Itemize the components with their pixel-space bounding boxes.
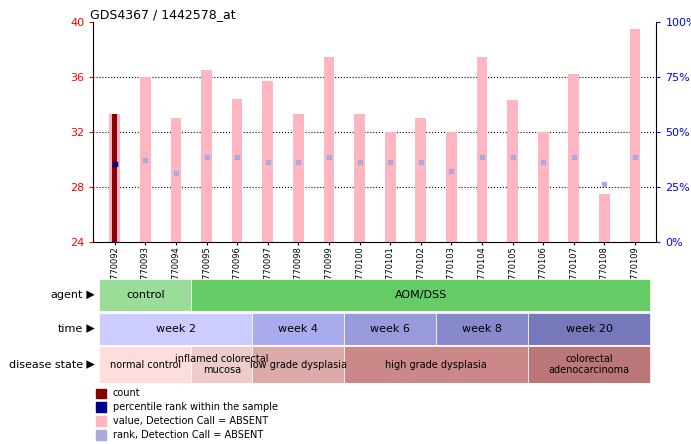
Polygon shape <box>86 360 95 369</box>
Bar <box>171 119 181 242</box>
Bar <box>538 132 549 242</box>
Bar <box>252 313 344 345</box>
Text: control: control <box>126 290 164 300</box>
Bar <box>344 313 436 345</box>
Bar <box>323 56 334 242</box>
Text: AOM/DSS: AOM/DSS <box>395 290 447 300</box>
Bar <box>293 114 304 242</box>
Text: high grade dysplasia: high grade dysplasia <box>385 360 487 369</box>
Text: week 8: week 8 <box>462 324 502 333</box>
Bar <box>599 194 609 242</box>
Polygon shape <box>86 324 95 333</box>
Bar <box>446 132 457 242</box>
Text: week 6: week 6 <box>370 324 410 333</box>
Text: percentile rank within the sample: percentile rank within the sample <box>113 402 278 412</box>
Bar <box>191 279 650 311</box>
Bar <box>385 132 395 242</box>
Polygon shape <box>86 290 95 299</box>
Bar <box>100 346 191 383</box>
Text: count: count <box>113 388 141 399</box>
Bar <box>252 346 344 383</box>
Bar <box>630 29 641 242</box>
Text: rank, Detection Call = ABSENT: rank, Detection Call = ABSENT <box>113 429 263 440</box>
Text: colorectal
adenocarcinoma: colorectal adenocarcinoma <box>549 354 630 375</box>
Text: normal control: normal control <box>110 360 181 369</box>
Text: time: time <box>57 324 83 333</box>
Bar <box>96 402 106 412</box>
Bar <box>191 346 252 383</box>
Text: week 4: week 4 <box>278 324 319 333</box>
Bar <box>109 114 120 242</box>
Bar <box>100 279 191 311</box>
Bar <box>528 313 650 345</box>
Text: disease state: disease state <box>9 360 83 369</box>
Bar <box>96 416 106 426</box>
Bar <box>112 114 117 242</box>
Text: low grade dysplasia: low grade dysplasia <box>250 360 347 369</box>
Bar <box>477 56 487 242</box>
Bar <box>528 346 650 383</box>
Bar <box>569 75 579 242</box>
Text: inflamed colorectal
mucosa: inflamed colorectal mucosa <box>175 354 269 375</box>
Bar <box>140 77 151 242</box>
Bar <box>263 81 273 242</box>
Bar <box>415 119 426 242</box>
Text: week 20: week 20 <box>566 324 613 333</box>
Text: agent: agent <box>50 290 83 300</box>
Bar <box>344 346 528 383</box>
Bar <box>354 114 365 242</box>
Bar <box>201 70 212 242</box>
Text: value, Detection Call = ABSENT: value, Detection Call = ABSENT <box>113 416 268 426</box>
Text: week 2: week 2 <box>156 324 196 333</box>
Bar <box>436 313 528 345</box>
Bar <box>96 430 106 440</box>
Bar <box>96 388 106 399</box>
Text: GDS4367 / 1442578_at: GDS4367 / 1442578_at <box>91 8 236 21</box>
Bar <box>507 100 518 242</box>
Bar <box>231 99 243 242</box>
Bar <box>100 313 252 345</box>
